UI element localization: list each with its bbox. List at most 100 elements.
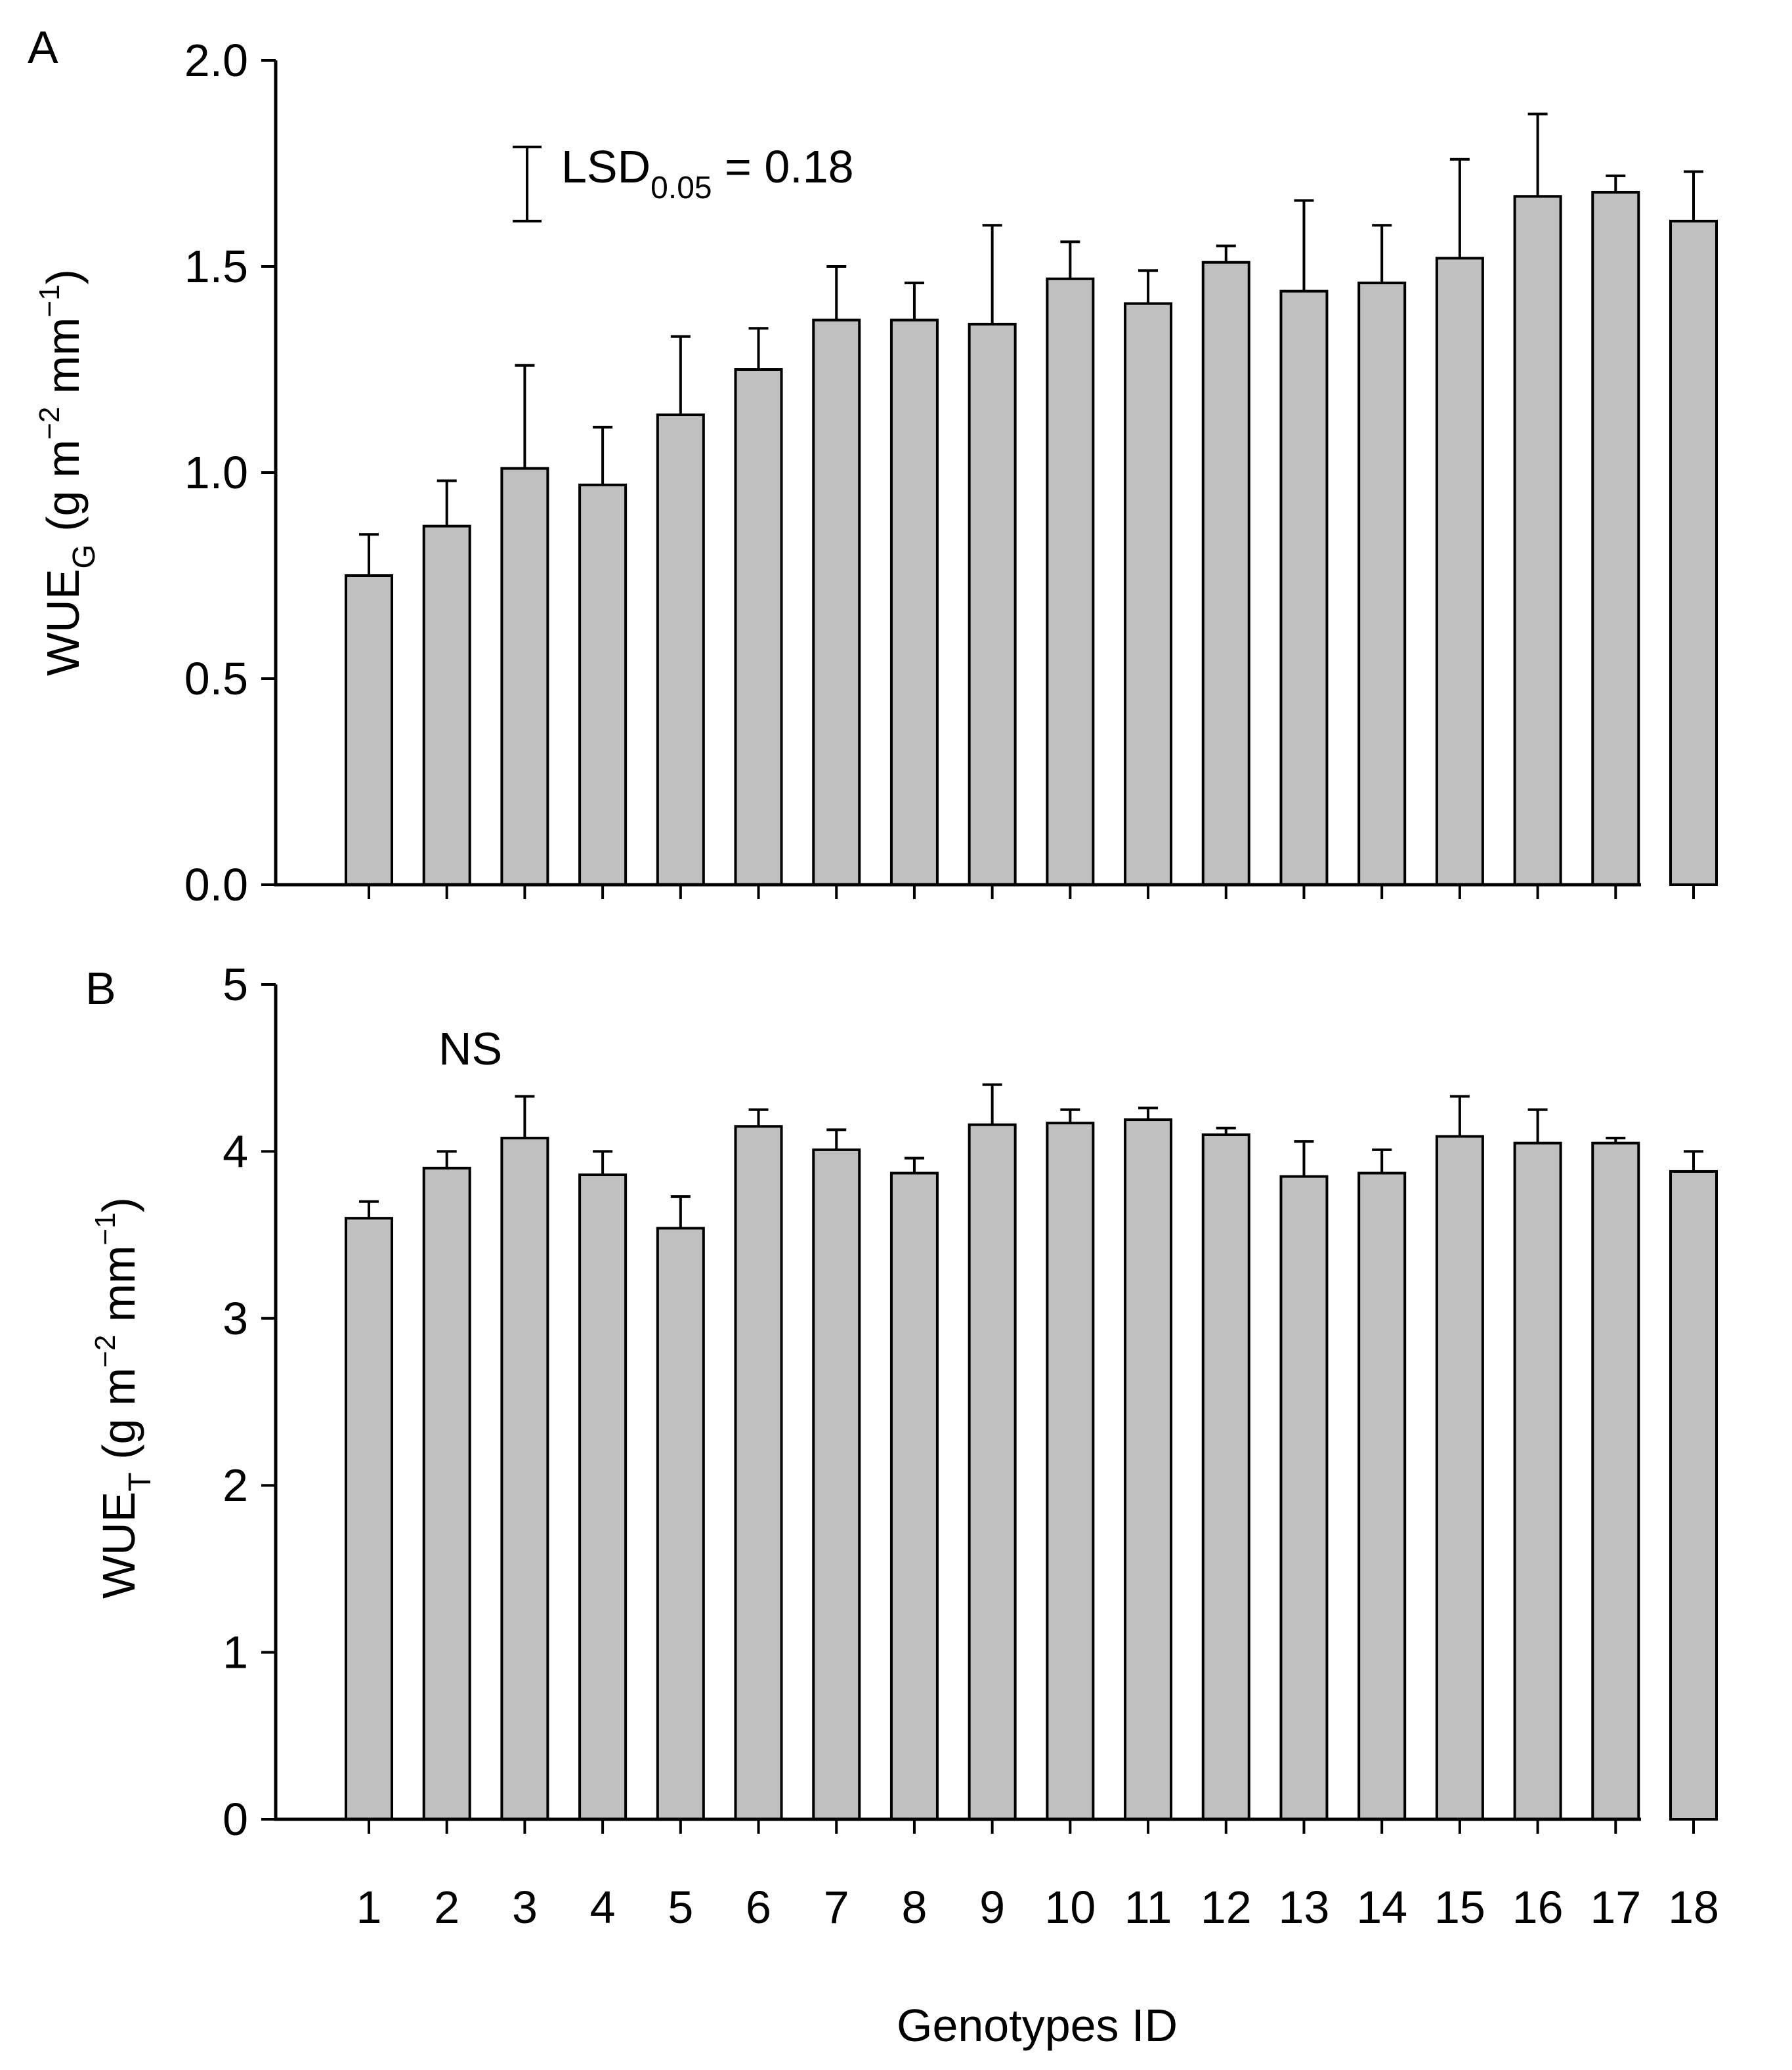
x-label-11: 11 (1124, 1882, 1172, 1933)
y-tick-label-b-2: 2 (223, 1460, 248, 1511)
x-axis-title: Genotypes ID (897, 2000, 1178, 2051)
bar-a-7 (812, 318, 861, 886)
bar-a-4 (578, 483, 628, 886)
y-title-b-sub: T (123, 1472, 158, 1491)
bar-a-17 (1591, 190, 1640, 887)
bar-a-1 (345, 574, 393, 886)
bar-a-6 (734, 368, 783, 886)
x-label-16: 16 (1512, 1882, 1564, 1933)
bar-a-15 (1435, 257, 1484, 886)
error-bar-a-1 (359, 533, 379, 576)
lsd-label-sub: 0.05 (651, 171, 712, 205)
lsd-label-main: LSD (561, 141, 651, 192)
error-bar-b-15 (1449, 1095, 1470, 1137)
panel-b-y-ticks: 0 1 2 3 4 5 (223, 959, 276, 1845)
panel-a-error-bars (359, 112, 1703, 576)
bar-a-9 (968, 322, 1017, 887)
panel-b: B 0 1 2 3 4 5 NS WUET (g m−2 mm−1) (85, 959, 1718, 1845)
error-bar-b-10 (1060, 1108, 1080, 1124)
error-bar-a-18 (1684, 170, 1703, 221)
error-bar-b-18 (1684, 1150, 1703, 1172)
error-bar-a-9 (982, 224, 1002, 324)
panel-a-bars (345, 190, 1718, 887)
y-title-b-unit-mid: mm (93, 1246, 144, 1335)
y-title-b-unit-close: ) (93, 1197, 144, 1212)
panel-a-y-ticks: 0.0 0.5 1.0 1.5 2.0 (184, 35, 276, 910)
y-title-a-main: WUE (37, 569, 89, 676)
error-bar-a-15 (1449, 158, 1470, 259)
error-bar-b-8 (904, 1156, 924, 1173)
bar-a-13 (1279, 289, 1329, 886)
bar-b-13 (1279, 1175, 1329, 1821)
x-category-labels: 1 2 3 4 5 6 7 8 9 10 11 12 13 14 15 16 17 18 (356, 1882, 1719, 1933)
error-bar-a-3 (515, 364, 535, 469)
error-bar-a-2 (437, 479, 457, 526)
panel-a-y-axis-title: WUEG (g m−2 mm−1) (33, 269, 102, 676)
error-bar-a-7 (826, 265, 847, 320)
panel-a-x-ticks (368, 885, 1695, 899)
x-label-18: 18 (1668, 1882, 1719, 1933)
x-label-12: 12 (1201, 1882, 1252, 1933)
bar-b-12 (1201, 1133, 1250, 1821)
y-tick-label-b-0: 0 (223, 1794, 248, 1845)
x-label-7: 7 (824, 1882, 849, 1933)
y-tick-label-a-1.5: 1.5 (184, 241, 248, 292)
panel-b-x-ticks (368, 1819, 1695, 1834)
x-label-6: 6 (746, 1882, 771, 1933)
panel-b-y-axis-title: WUET (g m−2 mm−1) (89, 1197, 158, 1599)
bar-b-1 (345, 1217, 393, 1821)
bar-b-9 (968, 1123, 1017, 1821)
bar-b-3 (500, 1137, 549, 1821)
y-title-a-sub: G (67, 544, 102, 568)
bar-b-8 (889, 1172, 939, 1821)
bar-a-16 (1513, 195, 1562, 886)
bar-a-12 (1201, 261, 1250, 887)
error-bar-a-6 (748, 327, 769, 370)
bar-b-6 (734, 1125, 783, 1821)
x-label-17: 17 (1590, 1882, 1641, 1933)
bar-b-16 (1513, 1141, 1562, 1821)
x-label-10: 10 (1044, 1882, 1096, 1933)
y-title-b-exp1: −2 (89, 1335, 121, 1368)
panel-b-bars (345, 1118, 1718, 1821)
error-bar-a-12 (1216, 244, 1236, 263)
error-bar-a-8 (904, 282, 924, 320)
y-tick-label-b-1: 1 (223, 1627, 248, 1678)
error-bar-a-13 (1294, 199, 1314, 291)
x-label-9: 9 (979, 1882, 1005, 1933)
error-bar-b-1 (359, 1200, 379, 1219)
x-label-1: 1 (356, 1882, 382, 1933)
x-label-4: 4 (590, 1882, 616, 1933)
error-bar-b-17 (1606, 1137, 1626, 1143)
x-label-3: 3 (512, 1882, 538, 1933)
y-tick-label-a-2.0: 2.0 (184, 35, 248, 86)
error-bar-a-10 (1060, 240, 1080, 279)
x-label-8: 8 (901, 1882, 927, 1933)
x-label-15: 15 (1434, 1882, 1485, 1933)
lsd-bar (513, 145, 542, 222)
bar-b-10 (1046, 1122, 1095, 1821)
y-title-a-exp1: −2 (33, 407, 66, 440)
error-bar-b-7 (826, 1128, 847, 1150)
bar-b-15 (1435, 1135, 1484, 1821)
error-bar-a-16 (1527, 112, 1548, 197)
bar-b-2 (422, 1166, 471, 1821)
bar-b-18 (1669, 1170, 1718, 1821)
error-bar-b-13 (1294, 1140, 1314, 1177)
y-title-b-exp2: −1 (89, 1212, 121, 1245)
bar-b-17 (1591, 1141, 1640, 1821)
bar-b-5 (656, 1227, 705, 1821)
y-title-a-unit-close: ) (37, 269, 89, 284)
error-bar-a-5 (670, 335, 691, 415)
panel-b-letter: B (85, 963, 116, 1014)
x-label-2: 2 (434, 1882, 459, 1933)
error-bar-b-6 (748, 1108, 769, 1127)
lsd-label: LSD0.05 = 0.18 (561, 141, 854, 205)
bar-a-5 (656, 413, 705, 886)
y-tick-label-a-0.0: 0.0 (184, 859, 248, 910)
lsd-label-rest: = 0.18 (712, 141, 854, 192)
error-bar-b-2 (437, 1150, 457, 1168)
bar-a-14 (1357, 282, 1407, 886)
error-bar-b-9 (982, 1083, 1002, 1125)
y-title-a-unit-mid: mm (37, 318, 89, 407)
